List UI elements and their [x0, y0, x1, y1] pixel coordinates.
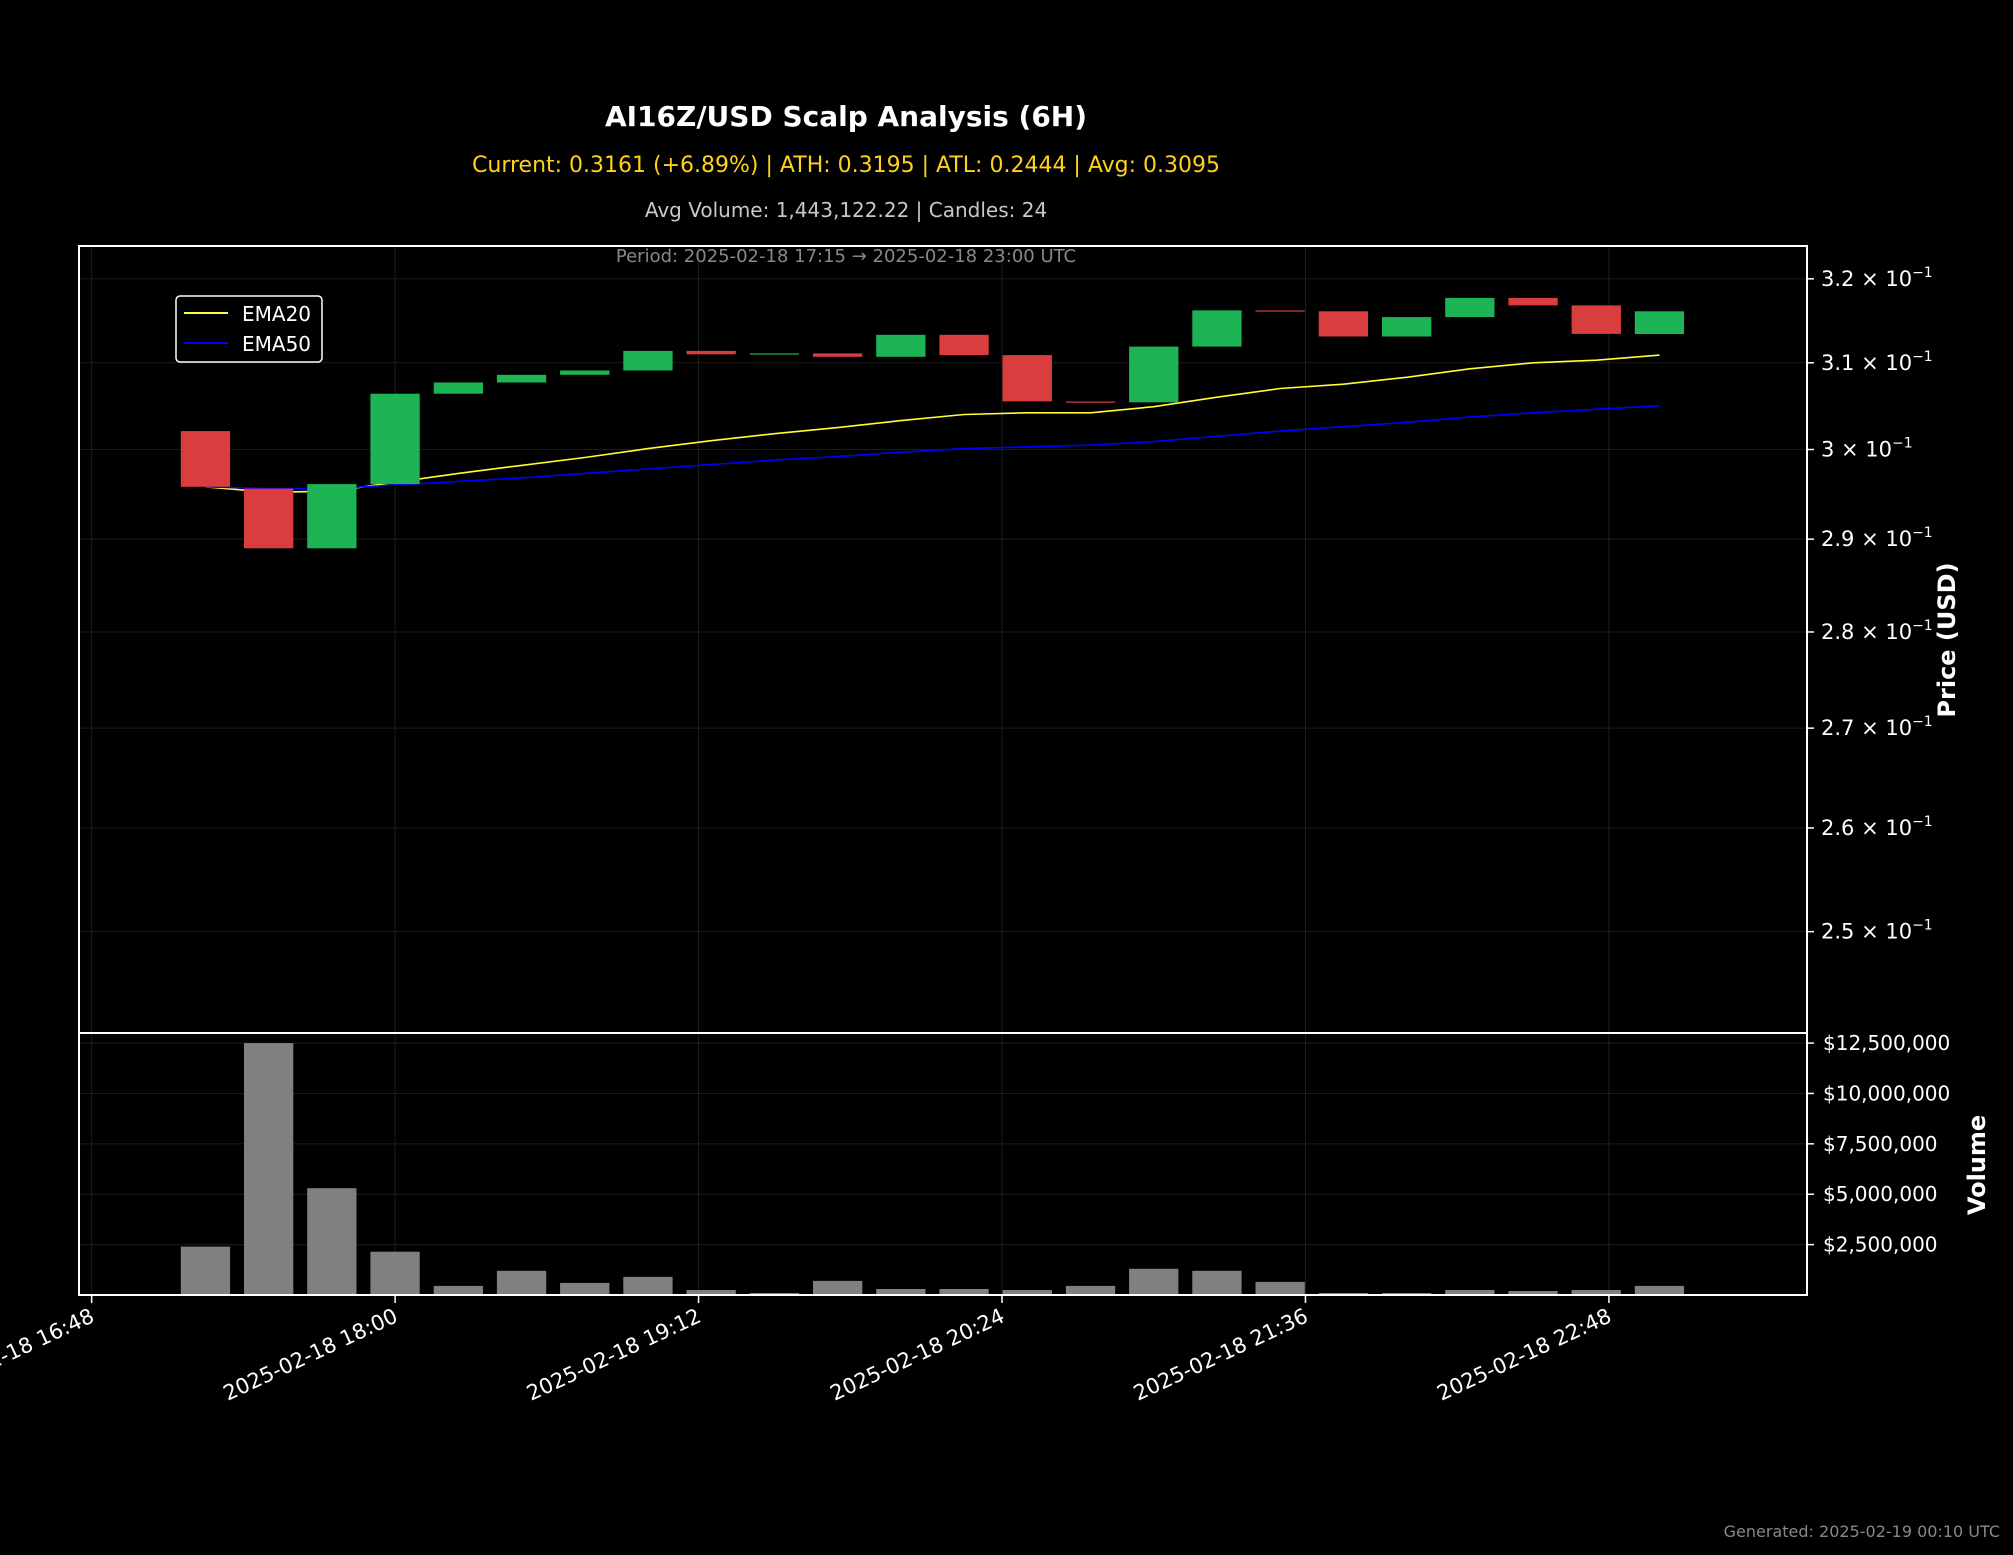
price-panel: 3.2 × 10−1 3.1 × 10−1 3 × 10−1 2.9 × 10−1 2.…	[78, 245, 1961, 1034]
price-tick-label: 3.2 × 10−1	[1821, 265, 1933, 291]
volume-bar	[1129, 1268, 1179, 1295]
volume-tick-label: $12,500,000	[1823, 1031, 1950, 1055]
volume-tick-label: $7,500,000	[1823, 1132, 1938, 1156]
chart-title: AI16Z/USD Scalp Analysis (6H)	[605, 100, 1087, 133]
candle-up	[1382, 317, 1432, 337]
price-grid	[79, 246, 1807, 1033]
volume-bar	[180, 1246, 231, 1295]
price-tick-label: 2.9 × 10−1	[1821, 525, 1933, 551]
volume-bar	[1508, 1291, 1558, 1295]
volume-bar	[813, 1280, 863, 1295]
candle-up	[307, 484, 357, 549]
volume-bar	[1571, 1290, 1621, 1295]
legend-label-ema20: EMA20	[242, 302, 311, 326]
candle-up	[876, 334, 926, 357]
volume-bar	[686, 1290, 736, 1295]
candle-down	[686, 350, 736, 355]
legend: EMA20 EMA50	[175, 295, 323, 363]
volume-bar	[1002, 1290, 1052, 1295]
volume-y-ticks: $2,500,000 $5,000,000 $7,500,000 $10,000,00…	[1807, 1031, 1950, 1257]
volume-bar	[1634, 1285, 1685, 1295]
volume-bar	[560, 1282, 610, 1295]
candle-down	[244, 488, 294, 549]
candle-up	[1129, 346, 1179, 403]
volume-tick-label: $10,000,000	[1823, 1081, 1950, 1105]
price-y-ticks: 3.2 × 10−1 3.1 × 10−1 3 × 10−1 2.9 × 10−1 2.…	[1807, 265, 1933, 944]
volume-axis-label: Volume	[1963, 1115, 1991, 1215]
candle-up	[749, 353, 800, 355]
volume-bar	[876, 1289, 926, 1295]
volume-bar	[496, 1270, 547, 1295]
legend-label-ema50: EMA50	[242, 332, 311, 356]
candle-down	[939, 334, 989, 356]
volume-tick-label: $2,500,000	[1823, 1233, 1938, 1257]
generated-text: Generated: 2025-02-19 00:10 UTC	[1724, 1522, 2000, 1541]
volume-panel-frame	[78, 1032, 1808, 1296]
ema-line-ema50	[205, 405, 1660, 490]
volume-bar	[1065, 1285, 1116, 1295]
candle-up	[623, 350, 673, 371]
candle-up	[560, 370, 610, 375]
candle-down	[180, 431, 231, 487]
candle-up	[433, 382, 483, 394]
ema-lines	[205, 354, 1660, 494]
price-tick-label: 2.5 × 10−1	[1821, 918, 1933, 944]
price-tick-label: 2.8 × 10−1	[1821, 618, 1933, 644]
candle-down	[1255, 310, 1305, 312]
price-axis-label: Price (USD)	[1933, 562, 1961, 717]
candle-down	[1002, 355, 1052, 402]
volume-bar	[1255, 1281, 1305, 1295]
volume-bar	[623, 1276, 673, 1295]
stats-line: Avg Volume: 1,443,122.22 | Candles: 24	[645, 198, 1047, 222]
volume-grid	[79, 1033, 1807, 1295]
volume-bar	[1192, 1270, 1242, 1295]
candle-down	[1065, 401, 1116, 403]
candle-down	[813, 353, 863, 357]
candle-down	[1571, 305, 1621, 334]
candle-up	[496, 374, 547, 383]
price-tick-label: 3.1 × 10−1	[1821, 349, 1933, 375]
candle-down	[1318, 311, 1368, 337]
volume-bar	[307, 1188, 357, 1295]
ema-line-ema20	[205, 354, 1660, 494]
volume-bar	[939, 1289, 989, 1295]
chart-subtitle: Current: 0.3161 (+6.89%) | ATH: 0.3195 |…	[472, 153, 1220, 178]
candle-up	[1192, 310, 1242, 347]
price-tick-label: 2.7 × 10−1	[1821, 714, 1933, 740]
volume-bar	[1445, 1290, 1495, 1295]
candle-up	[1445, 297, 1495, 318]
volume-bar	[433, 1285, 483, 1295]
volume-panel: $2,500,000 $5,000,000 $7,500,000 $10,000,00…	[78, 1031, 1991, 1296]
volume-tick-label: $5,000,000	[1823, 1182, 1938, 1206]
candle-up	[1634, 311, 1685, 334]
candle-up	[370, 393, 420, 485]
period-text: Period: 2025-02-18 17:15 → 2025-02-18 23…	[616, 246, 1076, 267]
candles	[180, 297, 1685, 549]
candle-down	[1508, 297, 1558, 306]
volume-bar	[370, 1251, 420, 1295]
price-tick-label: 2.6 × 10−1	[1821, 814, 1933, 840]
volume-bar	[244, 1043, 294, 1295]
price-tick-label: 3 × 10−1	[1821, 436, 1913, 462]
